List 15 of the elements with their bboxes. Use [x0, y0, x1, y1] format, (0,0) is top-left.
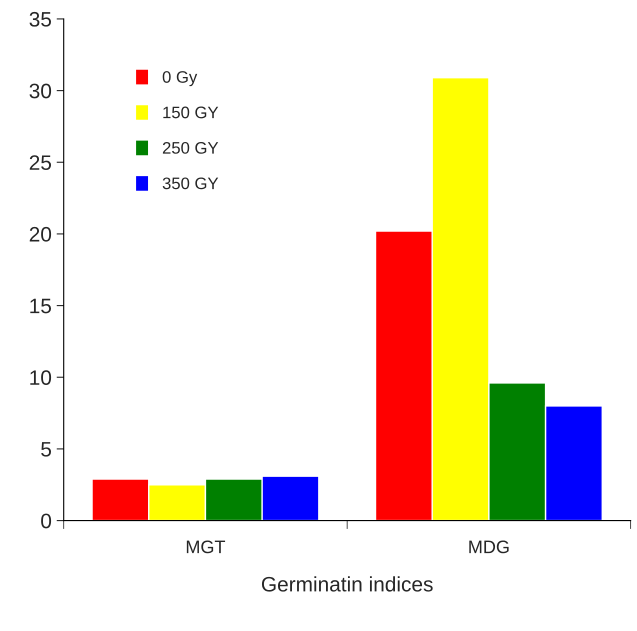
y-tick-label: 30 [30, 84, 52, 98]
y-tick-label: 0 [41, 514, 52, 528]
x-tick-label: MGT [186, 540, 226, 554]
x-axis-title: Germinatin indices [262, 576, 433, 592]
x-tick-label: MDG [469, 540, 509, 554]
y-tick-label: 35 [30, 12, 52, 27]
y-tick-label: 5 [41, 442, 52, 457]
legend-label: 0 Gy [162, 71, 198, 86]
y-tick-label: 20 [30, 226, 52, 242]
y-tick-label: 10 [30, 370, 52, 385]
legend-label: 250 GY [162, 142, 218, 154]
legend-label: 150 GY [163, 106, 218, 118]
y-tick-label: 25 [30, 155, 52, 170]
y-tick-label: 15 [30, 298, 52, 314]
legend-label: 350 GY [162, 177, 218, 190]
